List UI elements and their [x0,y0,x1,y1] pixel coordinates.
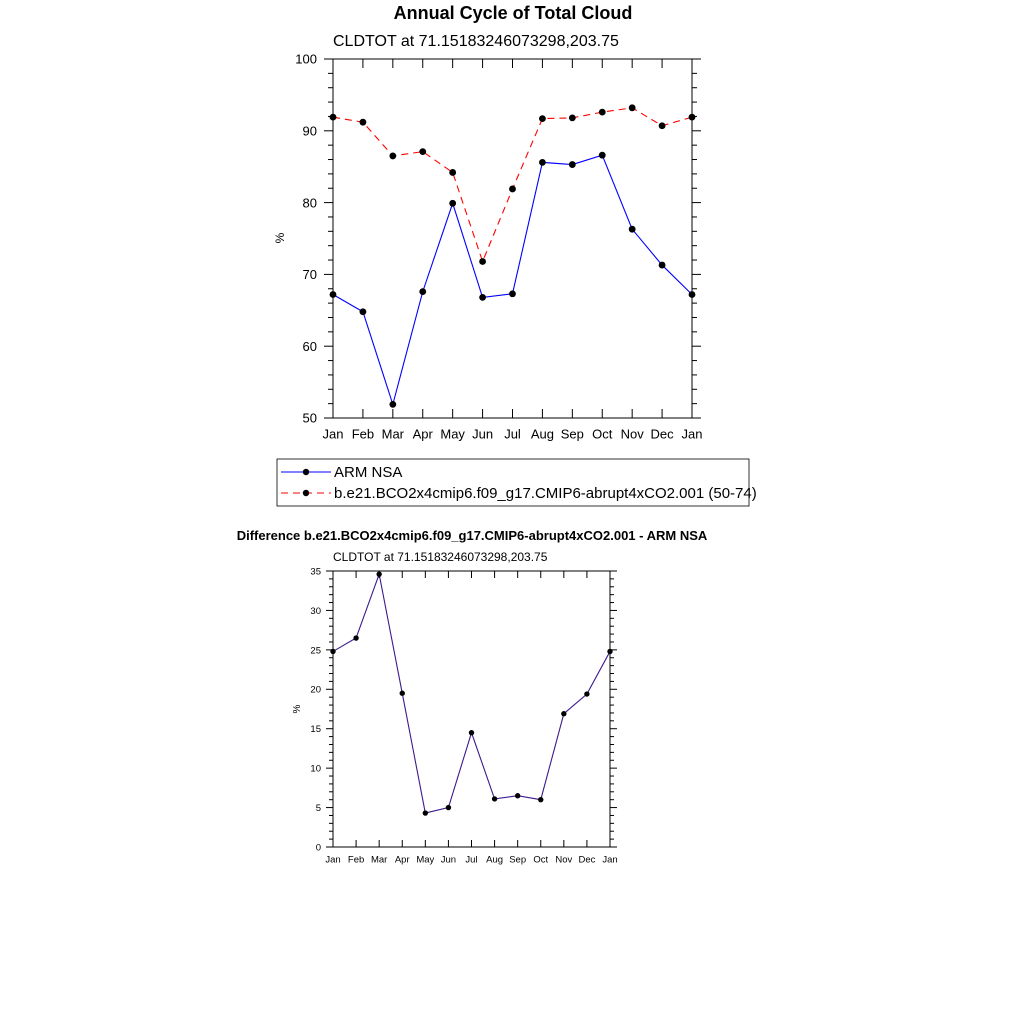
chart1-xtick-label: May [440,427,465,442]
chart2-series-0-point [399,690,405,696]
chart2-series-0-point [538,796,544,803]
chart2-subtitle: CLDTOT at 71.15183246073298,203.75 [333,550,548,564]
chart1-series-1-point [479,258,486,265]
chart1-xtick-label: Jan [682,427,703,442]
chart2-ytick-label: 10 [310,764,321,775]
chart1-series-0-point [359,308,367,316]
chart2-series-0-line [332,572,611,814]
chart1-xtick-label: Jun [472,427,493,442]
chart2-series-0-point [353,635,359,641]
chart2-series-0-point [584,691,590,697]
chart2-series-0-point [491,796,498,802]
chart2-series-0-point [330,648,336,655]
chart2-series-0-point [514,793,521,799]
chart2-xtick-label: Apr [395,854,410,865]
chart1-xtick-label: Jan [323,427,344,442]
chart1-ytick-label: 50 [303,411,317,426]
chart1-series-0-point [389,400,397,408]
chart2-series-0-point [376,571,382,577]
chart1-series-1-point [389,152,397,160]
chart1-xtick-label: Dec [651,427,675,442]
chart1-xtick-label: Jul [504,427,521,442]
legend-marker-model [302,489,310,497]
chart1-ylabel: % [273,232,287,243]
chart1-series-1-point [509,185,516,193]
chart2-ytick-label: 30 [310,606,321,617]
chart2-ytick-label: 20 [310,685,321,696]
chart1-ytick-label: 100 [295,52,317,67]
chart1-series-1-point [568,114,576,122]
chart2-ytick-label: 5 [316,803,321,814]
chart1-xtick-label: Sep [561,427,584,442]
chart1-subtitle: CLDTOT at 71.15183246073298,203.75 [333,33,619,50]
chart1-series-0-point [419,288,427,296]
chart2-xtick-label: Sep [509,854,526,865]
chart2-series-0-point [468,729,475,736]
chart2-series-0-point [422,810,429,816]
chart1-xtick-label: Nov [621,427,645,442]
chart2-series-0-point [561,711,567,717]
chart1-xtick-label: Aug [531,427,554,442]
chart1-ytick-label: 90 [303,123,317,138]
chart1-series-0-point [329,291,337,298]
chart2-xtick-label: May [416,854,434,865]
chart1-series-1-point [359,118,367,126]
chart2-xtick-label: Jan [325,854,340,865]
chart1-title: Annual Cycle of Total Cloud [394,3,633,23]
chart1-series-1-point [329,113,337,121]
chart1-xtick-label: Mar [382,427,405,442]
legend-label-arm: ARM NSA [334,464,402,481]
chart2-xtick-label: Nov [555,854,572,865]
chart2-ytick-label: 25 [310,645,321,656]
chart1-ytick-label: 80 [303,195,317,210]
chart2-ytick-label: 15 [310,724,321,735]
chart2-ytick-label: 35 [310,566,321,577]
chart1-series-1-point [419,148,427,156]
chart2-plot: Jan Feb Mar Apr May Jun Jul Aug Sep Oct Nov Dec Jan 0… [310,566,617,865]
chart2-ylabel: % [292,704,303,713]
chart1-series-0-line [332,154,693,407]
chart1-series-0-point [688,291,696,298]
chart2-title: Difference b.e21.BCO2x4cmip6.f09_g17.CMI… [237,528,708,543]
chart2-series-0-point [607,648,613,655]
chart2-xtick-label: Mar [371,854,387,865]
chart1-series-0-point [628,225,636,233]
chart2-series-0-point [445,804,452,811]
chart2-xtick-label: Dec [578,854,595,865]
chart1-series-1-point [688,113,696,121]
chart1-xtick-label: Feb [352,427,374,442]
chart2-xtick-label: Oct [533,854,548,865]
chart1-series-0-point [568,161,576,168]
chart2-xtick-label: Jun [441,854,456,865]
chart2-xtick-label: Feb [348,854,364,865]
chart2-frame [332,570,611,848]
legend-marker-arm [302,468,310,476]
chart1-frame [332,58,693,419]
chart1-ytick-label: 70 [303,267,317,282]
chart2-ytick-label: 0 [316,842,321,853]
chart2-xtick-label: Jul [465,854,477,865]
chart1-xtick-label: Oct [592,427,613,442]
chart1-series-1-line [332,107,693,264]
chart1-series-1-point [539,115,546,122]
legend-label-model: b.e21.BCO2x4cmip6.f09_g17.CMIP6-abrupt4x… [334,485,757,502]
chart1-xtick-label: Apr [413,427,434,442]
chart1-series-1-point [598,108,606,116]
chart1-plot: Jan Feb Mar Apr May Jun Jul Aug Sep Oct Nov Dec Jan 5… [295,52,702,442]
chart1-series-0-point [479,293,486,301]
chart1-series-1-point [628,104,636,112]
chart1-series-0-point [598,151,606,159]
chart1-series-0-point [449,199,457,207]
chart1-ytick-label: 60 [303,339,317,354]
chart1-series-0-point [509,290,516,298]
chart1-series-0-point [658,261,666,269]
chart2-xtick-label: Jan [602,854,617,865]
chart1-series-1-point [449,169,457,176]
legend-box [276,458,750,507]
chart1-series-0-point [539,158,546,166]
chart2-xtick-label: Aug [486,854,503,865]
chart1-series-1-point [658,122,666,130]
